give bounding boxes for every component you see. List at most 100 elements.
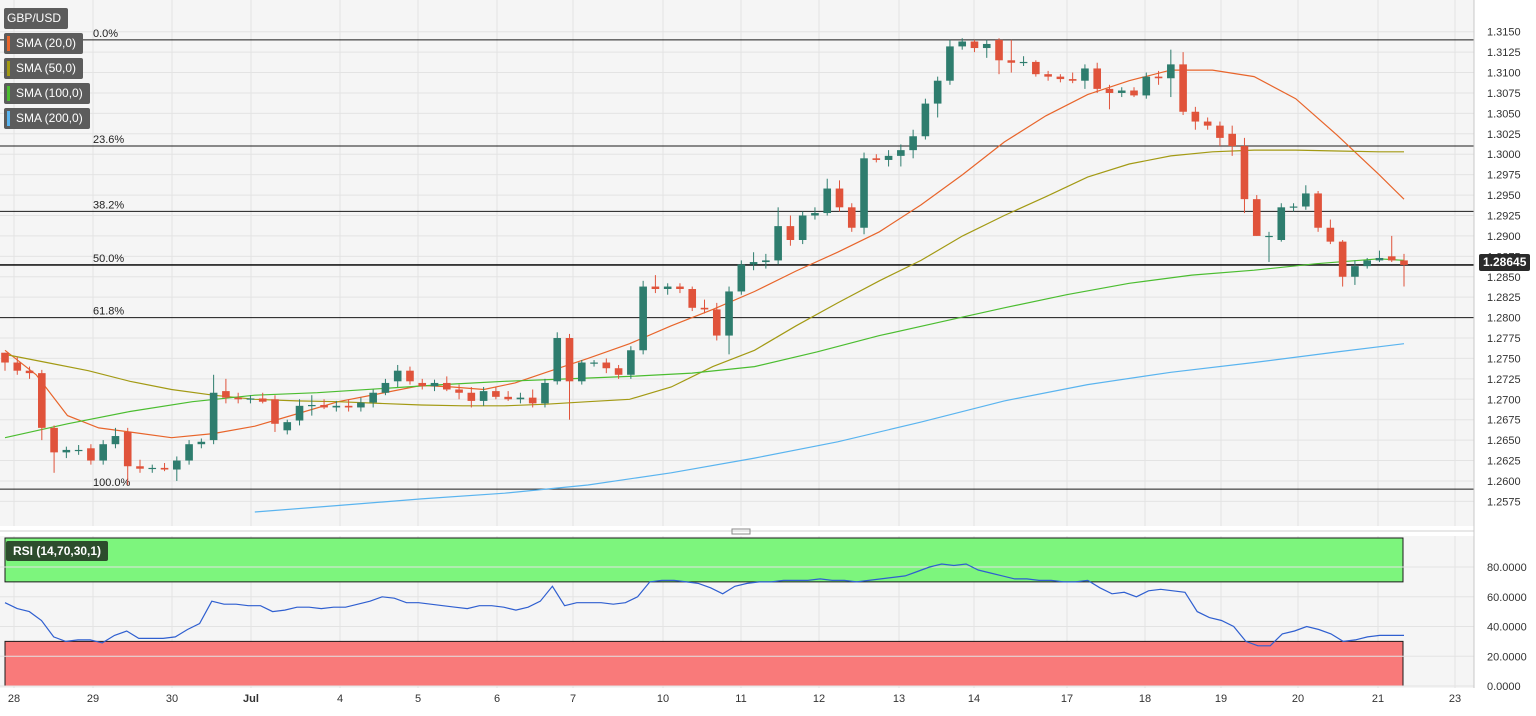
rsi-zones xyxy=(4,537,1404,687)
candle-body xyxy=(393,370,402,382)
candle-body xyxy=(160,467,169,470)
fibonacci-levels: 0.0% 23.6% 38.2% 50.0% 61.8% 100.0% xyxy=(0,28,1474,490)
date-tick-label: 17 xyxy=(1061,693,1073,705)
candle-body xyxy=(970,41,979,49)
main-panel-background xyxy=(0,0,1474,526)
rsi-tick-label: 40.0000 xyxy=(1487,622,1527,634)
price-tick-label: 1.2650 xyxy=(1487,435,1521,447)
date-tick-label: 6 xyxy=(494,693,500,705)
candle-body xyxy=(1326,227,1335,242)
candle-body xyxy=(1179,64,1187,112)
candle-body xyxy=(688,289,697,308)
date-tick-label: 4 xyxy=(337,693,343,705)
price-tick-label: 1.3025 xyxy=(1487,129,1521,141)
date-tick-label: Jul xyxy=(243,693,259,705)
candle-body xyxy=(982,43,991,49)
candle-body xyxy=(639,286,647,351)
date-tick-label: 20 xyxy=(1292,693,1304,705)
candle-body xyxy=(1167,64,1175,79)
fib-level-label: 61.8% xyxy=(93,306,124,318)
candle-body xyxy=(811,213,819,216)
legend-swatch xyxy=(7,61,10,76)
candle-body xyxy=(774,226,782,261)
price-tick-label: 1.2575 xyxy=(1487,496,1521,508)
candle-body xyxy=(1044,74,1052,77)
candle-body xyxy=(1,352,9,363)
legend-swatch xyxy=(7,111,10,126)
candle-body xyxy=(136,466,144,469)
price-tick-label: 1.2950 xyxy=(1487,190,1521,202)
price-tick-label: 1.2700 xyxy=(1487,394,1521,406)
candle-body xyxy=(455,389,463,393)
candle-body xyxy=(700,307,709,310)
legend-item-sma-20[interactable]: SMA (20,0) xyxy=(4,33,84,54)
candle-body xyxy=(1363,260,1371,267)
date-axis: 28 29 30 Jul 4 5 6 7 10 11 12 13 14 17 18 19 20 21 23 xyxy=(8,693,1461,705)
candle-body xyxy=(1068,79,1077,81)
candle-body xyxy=(1252,199,1261,236)
candle-body xyxy=(1032,61,1040,75)
last-price-badge: 1.28645 xyxy=(1479,254,1531,271)
candle-body xyxy=(50,427,58,453)
candle-body xyxy=(295,405,304,421)
legend-label: SMA (100,0) xyxy=(16,86,83,100)
rsi-tick-label: 20.0000 xyxy=(1487,651,1527,663)
price-tick-label: 1.2675 xyxy=(1487,415,1521,427)
candle-body xyxy=(1289,206,1298,208)
legend-item-sma-200[interactable]: SMA (200,0) xyxy=(4,108,90,129)
legend-item-symbol[interactable]: GBP/USD xyxy=(4,8,69,29)
candle-body xyxy=(725,291,733,336)
candle-body xyxy=(663,286,672,290)
candle-body xyxy=(1019,61,1028,64)
price-tick-label: 1.3125 xyxy=(1487,47,1521,59)
candle-body xyxy=(627,350,635,375)
candle-body xyxy=(1105,88,1114,93)
sma-line xyxy=(4,258,1405,439)
legend-item-sma-100[interactable]: SMA (100,0) xyxy=(4,83,90,104)
candle-body xyxy=(123,431,132,467)
legend-label: GBP/USD xyxy=(7,11,62,25)
candle-body xyxy=(185,444,193,461)
candle-body xyxy=(1302,193,1310,207)
candle-body xyxy=(418,382,427,387)
candle-body xyxy=(258,398,267,402)
rsi-grid xyxy=(0,566,1474,687)
candle-body xyxy=(737,264,746,292)
candle-body xyxy=(516,397,525,400)
candle-body xyxy=(148,467,157,470)
candle-body xyxy=(357,402,365,408)
rsi-label[interactable]: RSI (14,70,30,1) xyxy=(6,541,109,561)
candle-body xyxy=(676,286,684,290)
candle-body xyxy=(933,80,942,104)
rsi-tick-label: 60.0000 xyxy=(1487,592,1527,604)
candle-body xyxy=(1400,260,1408,265)
candle-body xyxy=(1314,193,1322,228)
fib-level-label: 100.0% xyxy=(93,477,131,489)
candle-body xyxy=(897,150,905,156)
candle-body xyxy=(271,399,279,424)
price-tick-label: 1.2975 xyxy=(1487,170,1521,182)
panel-resize-handle[interactable] xyxy=(731,528,751,535)
candle-body xyxy=(847,207,856,228)
candle-body xyxy=(1130,90,1138,96)
fib-level-label: 50.0% xyxy=(93,253,124,265)
candle-body xyxy=(1093,68,1102,89)
price-tick-label: 1.3150 xyxy=(1487,27,1521,39)
legend-label: SMA (20,0) xyxy=(16,36,77,50)
candle-body xyxy=(197,441,206,445)
date-tick-label: 12 xyxy=(813,693,825,705)
legend-item-sma-50[interactable]: SMA (50,0) xyxy=(4,58,84,79)
candle-body xyxy=(762,260,770,263)
price-tick-label: 1.3100 xyxy=(1487,68,1521,80)
candle-body xyxy=(492,391,500,397)
date-tick-label: 11 xyxy=(735,693,746,705)
candle-body xyxy=(712,309,721,336)
candle-body xyxy=(958,41,967,47)
legend-swatch xyxy=(7,86,10,101)
candle-body xyxy=(467,392,476,401)
candle-body xyxy=(786,226,795,240)
candle-body xyxy=(884,155,893,160)
candle-body xyxy=(995,39,1003,61)
